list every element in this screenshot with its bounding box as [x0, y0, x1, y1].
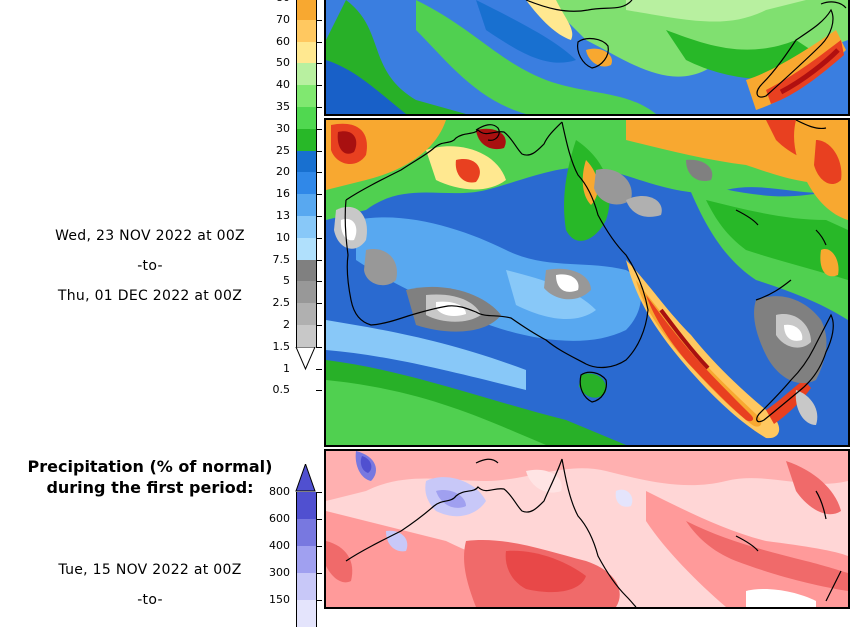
map-panel-upper — [324, 0, 850, 116]
legend-tick-mark — [316, 237, 322, 239]
legend-color-swatch — [296, 519, 317, 546]
legend-tick-mark — [316, 41, 322, 43]
legend-end-triangle — [295, 346, 316, 371]
map-panel-middle — [324, 118, 850, 447]
legend-tick-mark — [316, 346, 322, 348]
legend-tick-mark — [316, 368, 322, 370]
legend-color-swatch — [296, 259, 317, 282]
legend-tick-mark — [316, 85, 322, 87]
legend-tick-mark — [316, 63, 322, 65]
legend-color-swatch — [296, 0, 317, 20]
legend-tick-label: 5 — [283, 274, 290, 288]
legend-tick-label: 40 — [276, 78, 290, 92]
legend-color-swatch — [296, 303, 317, 325]
legend-tick-mark — [316, 107, 322, 108]
legend-tick-label: 60 — [276, 34, 290, 48]
legend-tick-mark — [316, 390, 322, 392]
legend-tick-label: 2 — [283, 318, 290, 331]
map-panel-lower — [324, 449, 850, 609]
legend-tick-mark — [316, 303, 322, 305]
period2-start-date: Tue, 15 NOV 2022 at 00Z — [58, 562, 242, 578]
legend-title-line2: during the first period: — [46, 478, 254, 497]
legend-tick-label: 1.5 — [272, 339, 291, 353]
legend-color-swatch — [296, 546, 317, 573]
legend-color-swatch — [296, 573, 317, 600]
legend-color-swatch — [296, 281, 317, 304]
legend-tick-label: 7.5 — [272, 252, 291, 266]
legend-tick-mark — [316, 172, 322, 174]
legend-tick-label: 80 — [250, 0, 290, 4]
legend-color-swatch — [296, 492, 317, 519]
precip-percent-legend: 800 600 400 300 150 — [0, 460, 322, 627]
legend-tick-label: 13 — [276, 209, 290, 222]
legend-color-swatch — [296, 41, 317, 64]
legend-tick-mark — [316, 259, 322, 261]
legend-color-swatch — [296, 85, 317, 107]
legend-tick-mark — [316, 150, 322, 152]
legend-color-swatch — [296, 150, 317, 173]
legend-color-swatch — [296, 237, 317, 260]
period2-separator: -to- — [137, 592, 163, 608]
legend-tick-mark — [316, 325, 322, 326]
legend-tick-label: 16 — [276, 187, 290, 201]
legend-color-swatch — [296, 63, 317, 86]
legend-tick-label: 400 — [269, 539, 290, 552]
legend-tick-label: 800 — [269, 485, 290, 498]
period1-end-date: Thu, 01 DEC 2022 at 00Z — [57, 288, 243, 304]
legend-tick-mark — [316, 194, 322, 196]
legend-tick-label: 20 — [276, 165, 290, 179]
period1-start-date: Wed, 23 NOV 2022 at 00Z — [55, 228, 245, 244]
legend-tick-mark — [316, 519, 322, 520]
legend-tick-label: 0.5 — [272, 383, 291, 397]
period1-separator: -to- — [137, 258, 163, 274]
precip-amount-legend: 80 70 60 50 40 35 30 25 20 16 13 10 7.5 5 2.5 2 1.5 1 0.5 — [0, 0, 322, 420]
legend-color-swatch — [296, 194, 317, 216]
legend-tick-label: 2.5 — [272, 296, 291, 310]
legend-tick-label: 10 — [276, 230, 290, 244]
legend-tick-mark — [316, 216, 322, 217]
legend-tick-mark — [316, 492, 322, 493]
legend-tick-mark — [316, 600, 322, 601]
legend-title-line1: Precipitation (% of normal) — [27, 457, 273, 476]
legend-tick-label: 35 — [276, 100, 290, 113]
legend-tick-label: 50 — [276, 56, 290, 70]
legend-tick-mark — [316, 573, 322, 574]
legend-color-swatch — [296, 19, 317, 42]
legend-tick-mark — [316, 19, 322, 21]
legend-tick-label: 70 — [276, 12, 290, 26]
legend-tick-mark — [316, 128, 322, 130]
legend-tick-mark — [316, 546, 322, 547]
legend-color-swatch — [296, 172, 317, 195]
legend-tick-label: 1 — [283, 361, 290, 375]
legend-color-swatch — [296, 216, 317, 238]
legend-tick-label: 25 — [276, 143, 290, 157]
legend-color-swatch — [296, 107, 317, 129]
legend-end-triangle — [295, 464, 316, 492]
legend-color-swatch — [296, 325, 317, 347]
legend-color-swatch — [296, 128, 317, 151]
legend-tick-mark — [316, 281, 322, 283]
legend-tick-label: 300 — [269, 566, 290, 579]
legend-tick-label: 30 — [276, 121, 290, 135]
legend-tick-label: 600 — [269, 512, 290, 525]
